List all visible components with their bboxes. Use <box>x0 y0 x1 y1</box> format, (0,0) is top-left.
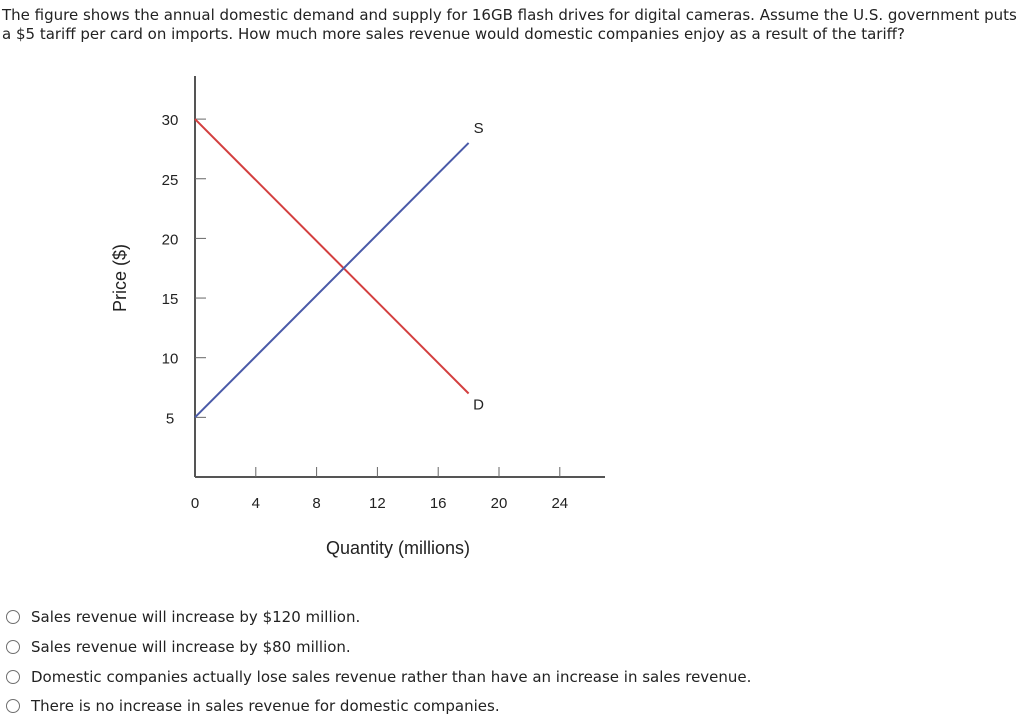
x-tick-label: 16 <box>430 495 447 512</box>
radio-button[interactable] <box>6 610 20 624</box>
chart-tick-marks <box>195 118 561 477</box>
y-tick-label: 25 <box>162 172 179 189</box>
y-tick-label: 20 <box>162 231 179 248</box>
series-label-d: D <box>473 396 484 413</box>
chart-tick-labels: 5 10 15 20 25 30 0 4 8 12 16 20 24 <box>162 112 568 512</box>
series-label-s: S <box>474 120 484 137</box>
answer-option-3[interactable]: Domestic companies actually lose sales r… <box>0 666 751 688</box>
radio-button[interactable] <box>6 640 20 654</box>
radio-button[interactable] <box>6 699 20 713</box>
answer-option-label: Domestic companies actually lose sales r… <box>31 668 752 686</box>
answer-option-1[interactable]: Sales revenue will increase by $120 mill… <box>0 606 360 628</box>
y-tick-label: 15 <box>162 291 179 308</box>
x-axis-title: Quantity (millions) <box>326 538 470 558</box>
chart-series-labels: DS <box>473 120 484 414</box>
series-line-s <box>194 142 470 419</box>
answer-option-4[interactable]: There is no increase in sales revenue fo… <box>0 695 500 717</box>
answer-option-2[interactable]: Sales revenue will increase by $80 milli… <box>0 636 351 658</box>
y-axis-title: Price ($) <box>110 244 130 312</box>
x-tick-label: 20 <box>491 495 508 512</box>
x-tick-label: 8 <box>312 495 320 512</box>
answer-option-label: Sales revenue will increase by $120 mill… <box>31 608 361 626</box>
x-tick-label: 12 <box>369 495 386 512</box>
x-tick-label: 0 <box>191 495 199 512</box>
question-text: The figure shows the annual domestic dem… <box>2 6 1017 43</box>
x-tick-label: 4 <box>252 495 260 512</box>
chart-axes <box>194 76 605 478</box>
x-tick-label: 24 <box>551 495 568 512</box>
answer-option-label: Sales revenue will increase by $80 milli… <box>31 638 351 656</box>
y-tick-label: 10 <box>162 351 179 368</box>
y-tick-label: 30 <box>162 112 179 129</box>
series-line-d <box>194 118 470 395</box>
answer-option-label: There is no increase in sales revenue fo… <box>31 697 500 715</box>
chart-series <box>194 118 470 419</box>
radio-button[interactable] <box>6 670 20 684</box>
y-tick-label: 5 <box>166 410 174 427</box>
